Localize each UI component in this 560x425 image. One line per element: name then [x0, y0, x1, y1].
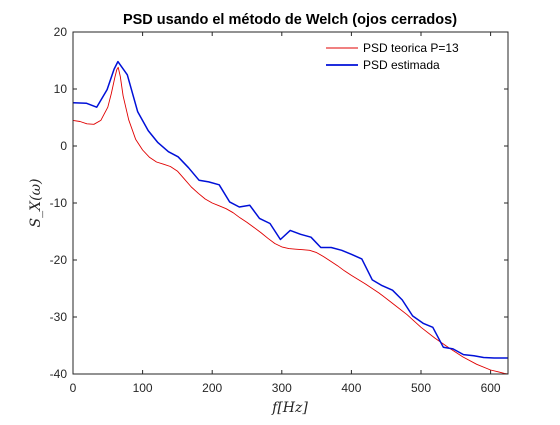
x-axis-label: f[Hz] [271, 400, 308, 416]
plot-frame [72, 31, 509, 375]
x-tick-label: 300 [272, 381, 292, 395]
series-layer [72, 60, 509, 375]
chart-title: PSD usando el método de Welch (ojos cerr… [123, 12, 457, 28]
y-tick-label: 10 [54, 82, 68, 96]
legend-label-series-0: PSD teorica P=13 [363, 41, 459, 55]
x-tick-label: 0 [70, 381, 77, 395]
legend-label-series-1: PSD estimada [363, 58, 440, 72]
legend: PSD teorica P=13 PSD estimada [326, 41, 459, 72]
x-tick-label: 200 [202, 381, 222, 395]
y-axis-label: S_X(ω) [28, 179, 44, 228]
plot-area [73, 32, 508, 374]
y-tick-label: 20 [54, 25, 68, 39]
y-tick-label: 0 [60, 139, 67, 153]
x-tick-label: 600 [481, 381, 501, 395]
x-tick-label: 100 [133, 381, 153, 395]
y-tick-label: -20 [50, 253, 68, 267]
y-tick-label: -30 [50, 310, 68, 324]
y-tick-label: -10 [50, 196, 68, 210]
x-tick-label: 500 [411, 381, 431, 395]
x-tick-label: 400 [341, 381, 361, 395]
y-tick-label: -40 [50, 367, 68, 381]
series-line-0 [72, 66, 509, 375]
series-line-1 [72, 60, 508, 359]
